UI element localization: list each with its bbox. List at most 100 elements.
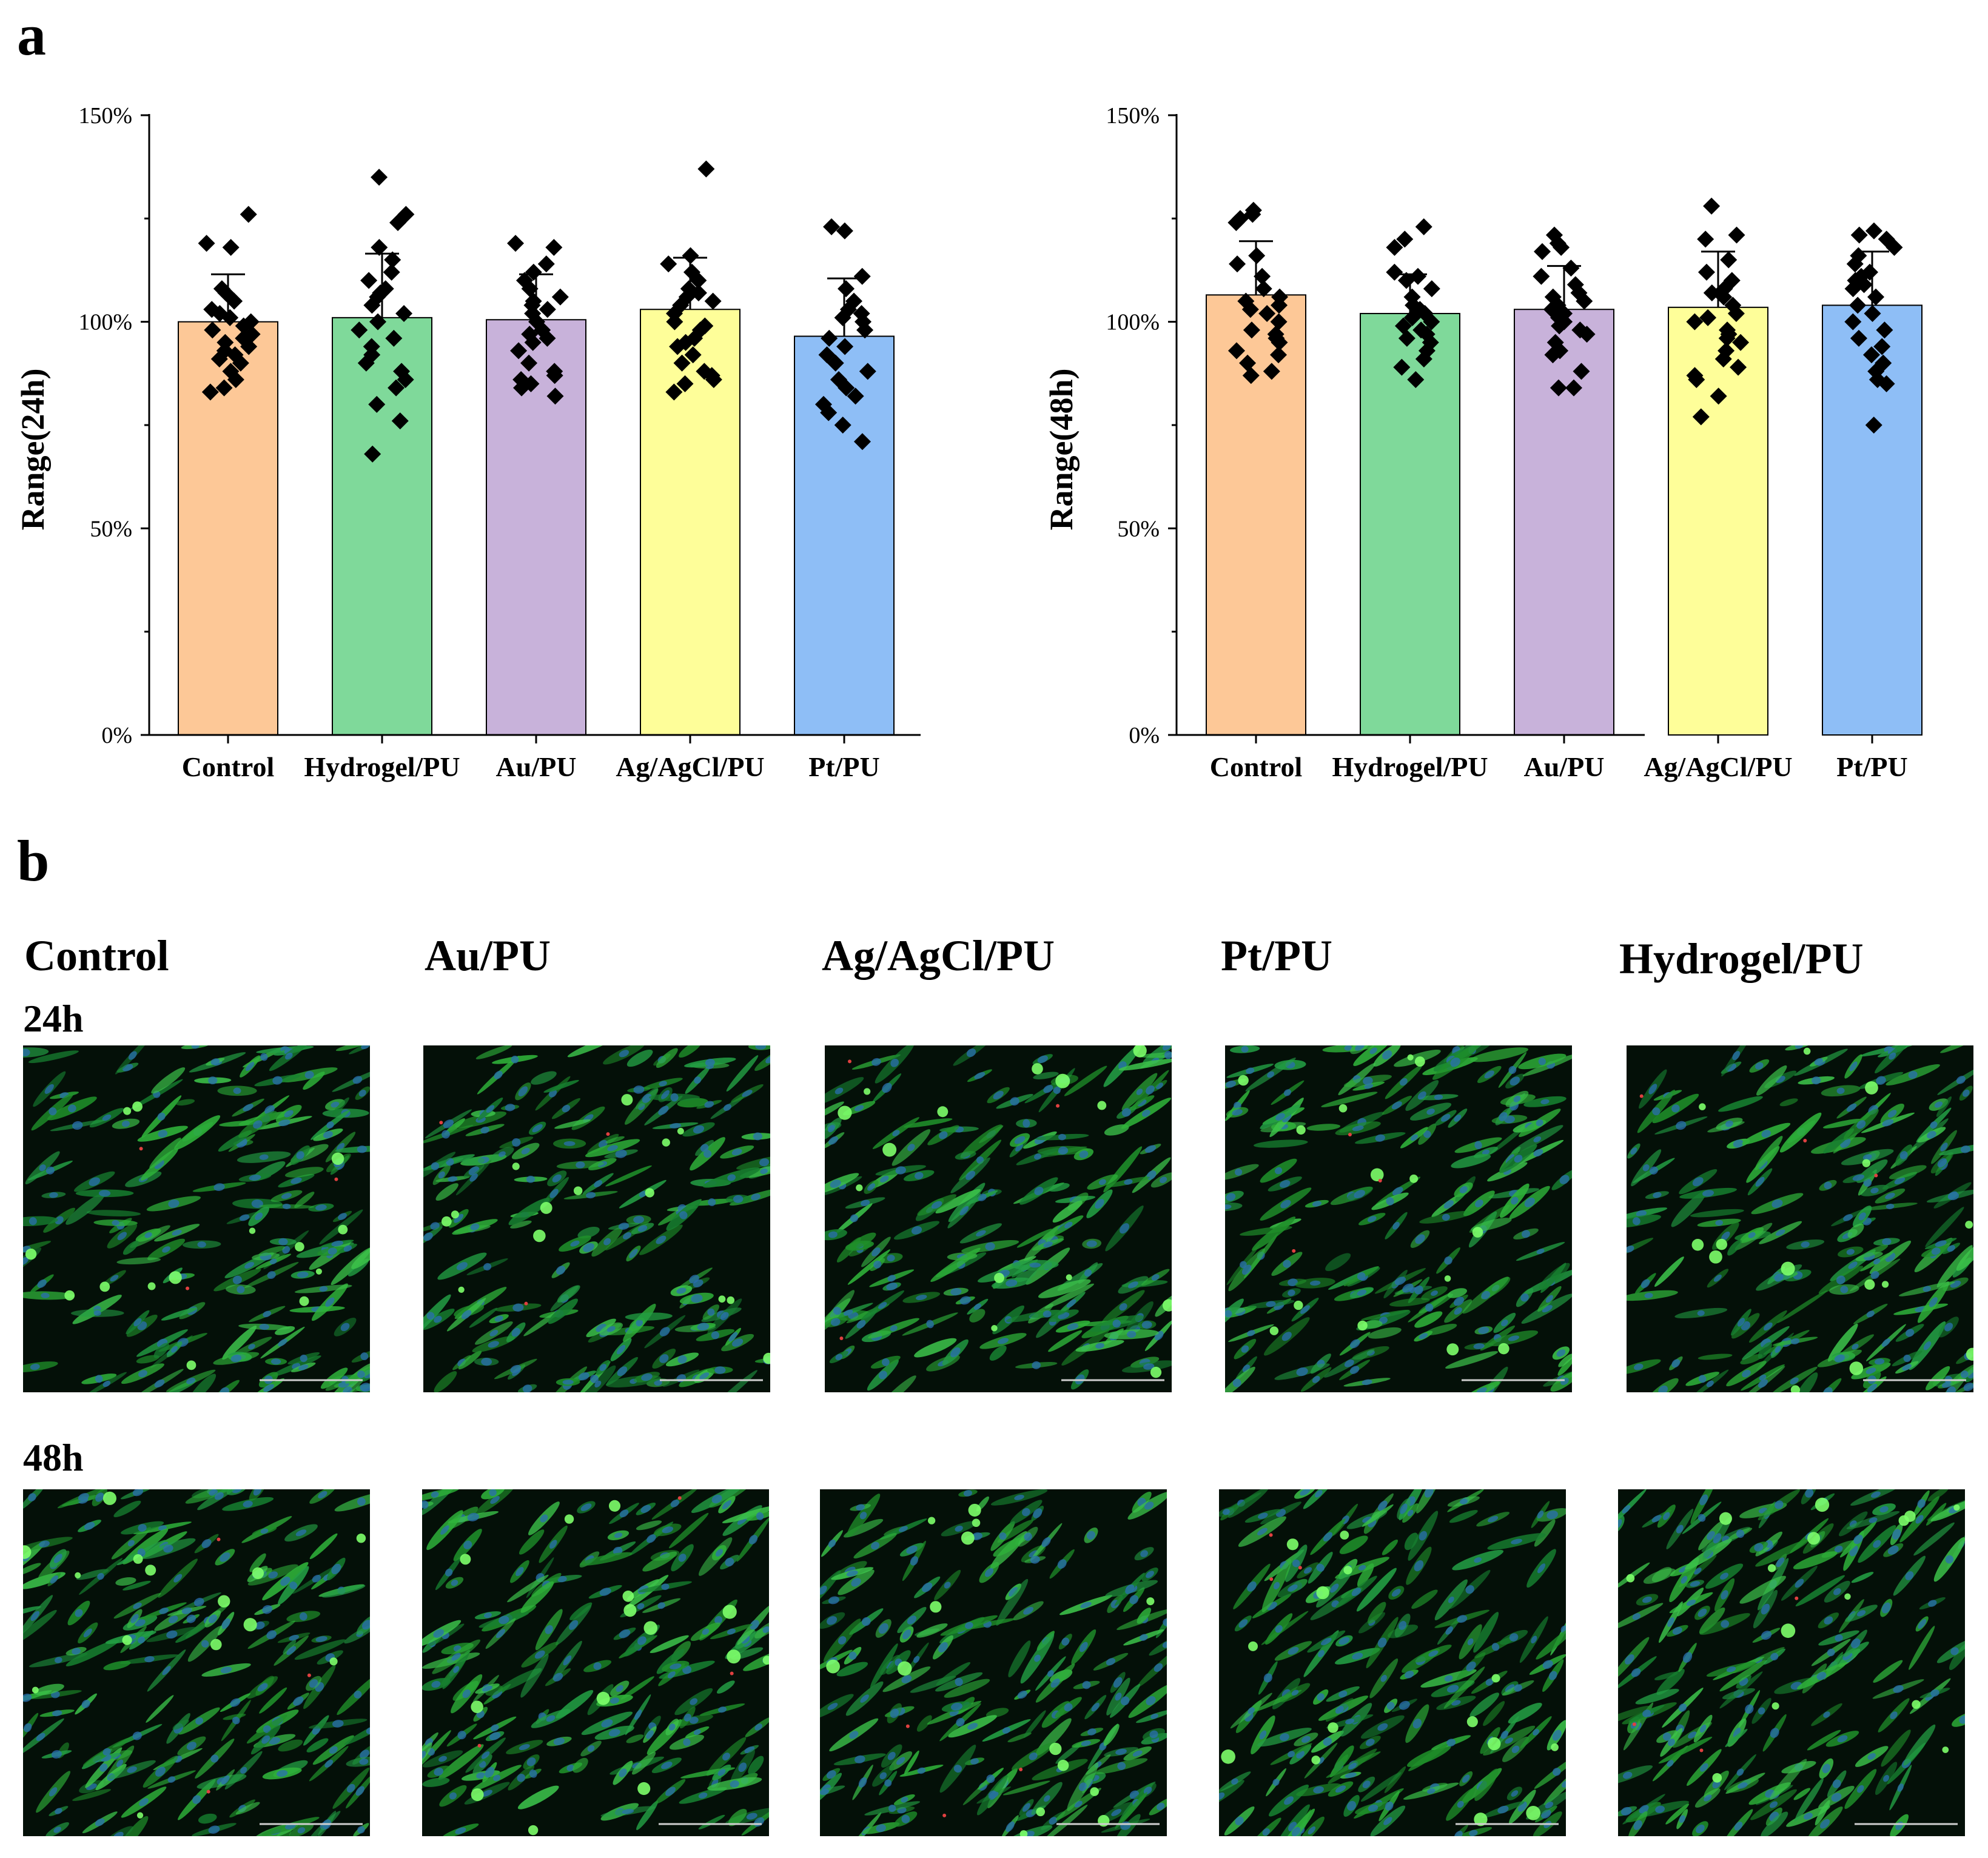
data-point-ag-agcl-pu <box>1692 408 1710 426</box>
data-point-control <box>1270 346 1288 364</box>
data-point-pt-pu <box>1886 239 1903 257</box>
column-title-pt-pu: Pt/PU <box>1221 931 1332 980</box>
data-point-au-pu <box>520 354 538 372</box>
data-point-ag-agcl-pu <box>1688 371 1705 389</box>
data-point-hydrogel-pu <box>1397 272 1415 289</box>
data-point-pt-pu <box>821 329 838 347</box>
data-point-hydrogel-pu <box>368 395 386 413</box>
data-point-control <box>221 309 239 326</box>
x-tick-label-control: Control <box>1210 751 1303 782</box>
data-point-ag-agcl-pu <box>697 160 715 178</box>
x-tick-label-hydrogel-pu: Hydrogel/PU <box>1332 751 1488 782</box>
data-point-hydrogel-pu <box>1386 263 1403 281</box>
data-point-hydrogel-pu <box>363 297 381 314</box>
fluorescence-texture <box>1618 1489 1965 1836</box>
micrograph-24h-control <box>23 1045 370 1392</box>
data-point-au-pu <box>524 334 542 351</box>
data-point-ag-agcl-pu <box>1697 230 1714 248</box>
micrograph-48h-control <box>23 1489 370 1836</box>
data-point-control <box>204 321 221 339</box>
data-point-hydrogel-pu <box>1423 280 1440 298</box>
fluorescence-texture <box>1219 1489 1566 1836</box>
data-point-au-pu <box>539 301 556 318</box>
data-point-au-pu <box>521 280 539 298</box>
data-point-hydrogel-pu <box>1415 218 1432 235</box>
data-point-ag-agcl-pu <box>1699 309 1717 326</box>
data-point-au-pu <box>1576 292 1593 310</box>
row-title-48h: 48h <box>23 1436 84 1479</box>
y-axis-label: Range(24h) <box>15 369 51 531</box>
data-point-ag-agcl-pu <box>684 346 702 364</box>
data-point-pt-pu <box>1862 346 1880 364</box>
data-point-control <box>1239 354 1257 372</box>
y-axis-label: Range(48h) <box>1043 369 1080 531</box>
data-point-pt-pu <box>834 309 851 326</box>
data-point-pt-pu <box>1873 338 1891 355</box>
data-point-hydrogel-pu <box>1393 358 1411 376</box>
data-point-ag-agcl-pu <box>1703 197 1721 215</box>
bar-au-pu <box>1514 309 1614 736</box>
data-point-ag-agcl-pu <box>1730 358 1747 376</box>
data-point-control <box>232 354 249 372</box>
data-point-hydrogel-pu <box>397 371 414 389</box>
data-point-hydrogel-pu <box>371 169 388 186</box>
bar-ag-agcl-pu <box>1668 306 1768 736</box>
data-point-pt-pu <box>1850 226 1868 244</box>
data-point-ag-agcl-pu <box>1728 226 1745 244</box>
data-point-control <box>198 235 215 252</box>
data-point-hydrogel-pu <box>1403 309 1421 326</box>
data-point-hydrogel-pu <box>360 272 378 289</box>
data-point-control <box>227 371 244 389</box>
data-point-au-pu <box>545 239 563 257</box>
data-point-pt-pu <box>1876 321 1893 339</box>
data-point-pt-pu <box>853 433 871 451</box>
data-point-au-pu <box>539 329 556 347</box>
micrograph-48h-au-pu <box>422 1489 769 1836</box>
data-point-pt-pu <box>1867 288 1885 306</box>
data-point-control <box>1255 280 1272 298</box>
data-point-ag-agcl-pu <box>1715 288 1733 306</box>
data-point-control <box>240 338 258 355</box>
row-title-24h: 24h <box>23 997 84 1040</box>
data-point-control <box>240 206 257 223</box>
micrograph-48h-ag-agcl-pu <box>820 1489 1167 1836</box>
data-point-control <box>215 379 233 397</box>
x-tick-label-control: Control <box>182 751 275 782</box>
data-point-ag-agcl-pu <box>1727 305 1745 323</box>
micrograph-24h-hydrogel-pu <box>1627 1045 1973 1392</box>
data-point-ag-agcl-pu <box>665 383 683 401</box>
data-point-hydrogel-pu <box>1411 301 1429 318</box>
data-point-pt-pu <box>1849 297 1867 314</box>
data-point-control <box>1248 247 1266 264</box>
y-tick-label: 150% <box>1106 103 1160 129</box>
data-point-ag-agcl-pu <box>666 313 683 330</box>
data-point-pt-pu <box>859 363 876 380</box>
data-point-hydrogel-pu <box>385 329 403 347</box>
data-point-ag-agcl-pu <box>1714 350 1732 367</box>
data-point-au-pu <box>1533 267 1550 285</box>
data-point-ag-agcl-pu <box>682 247 699 264</box>
data-point-pt-pu <box>1865 417 1882 434</box>
data-point-au-pu <box>1544 346 1562 364</box>
column-title-ag-agcl-pu: Ag/AgCl/PU <box>822 931 1055 980</box>
data-point-au-pu <box>1534 243 1551 260</box>
y-tick-label: 100% <box>1106 310 1160 335</box>
data-point-ag-agcl-pu <box>669 338 687 355</box>
bar-pt-pu <box>794 335 895 736</box>
data-point-hydrogel-pu <box>357 354 375 372</box>
chart-24h: Control Hydrogel/PU Au/PU Ag/AgCl/PU Pt/PU 0%… <box>15 103 921 782</box>
data-point-pt-pu <box>823 218 841 235</box>
x-tick-label-ag-agcl-pu: Ag/AgCl/PU <box>1644 751 1792 782</box>
x-tick-label-pt-pu: Pt/PU <box>808 751 880 782</box>
micrograph-24h-au-pu <box>423 1045 770 1392</box>
data-point-ag-agcl-pu <box>660 255 677 273</box>
data-point-pt-pu <box>838 280 855 298</box>
data-point-pt-pu <box>1846 255 1864 273</box>
data-point-pt-pu <box>820 404 838 421</box>
fluorescence-texture <box>23 1045 370 1392</box>
bar-hydrogel-pu <box>332 317 432 736</box>
chart-48h: Control Hydrogel/PU Au/PU Ag/AgCl/PU Pt/PU 0%… <box>1043 103 1923 782</box>
data-point-hydrogel-pu <box>383 263 400 281</box>
data-point-control <box>1241 301 1259 318</box>
data-point-au-pu <box>513 379 531 397</box>
